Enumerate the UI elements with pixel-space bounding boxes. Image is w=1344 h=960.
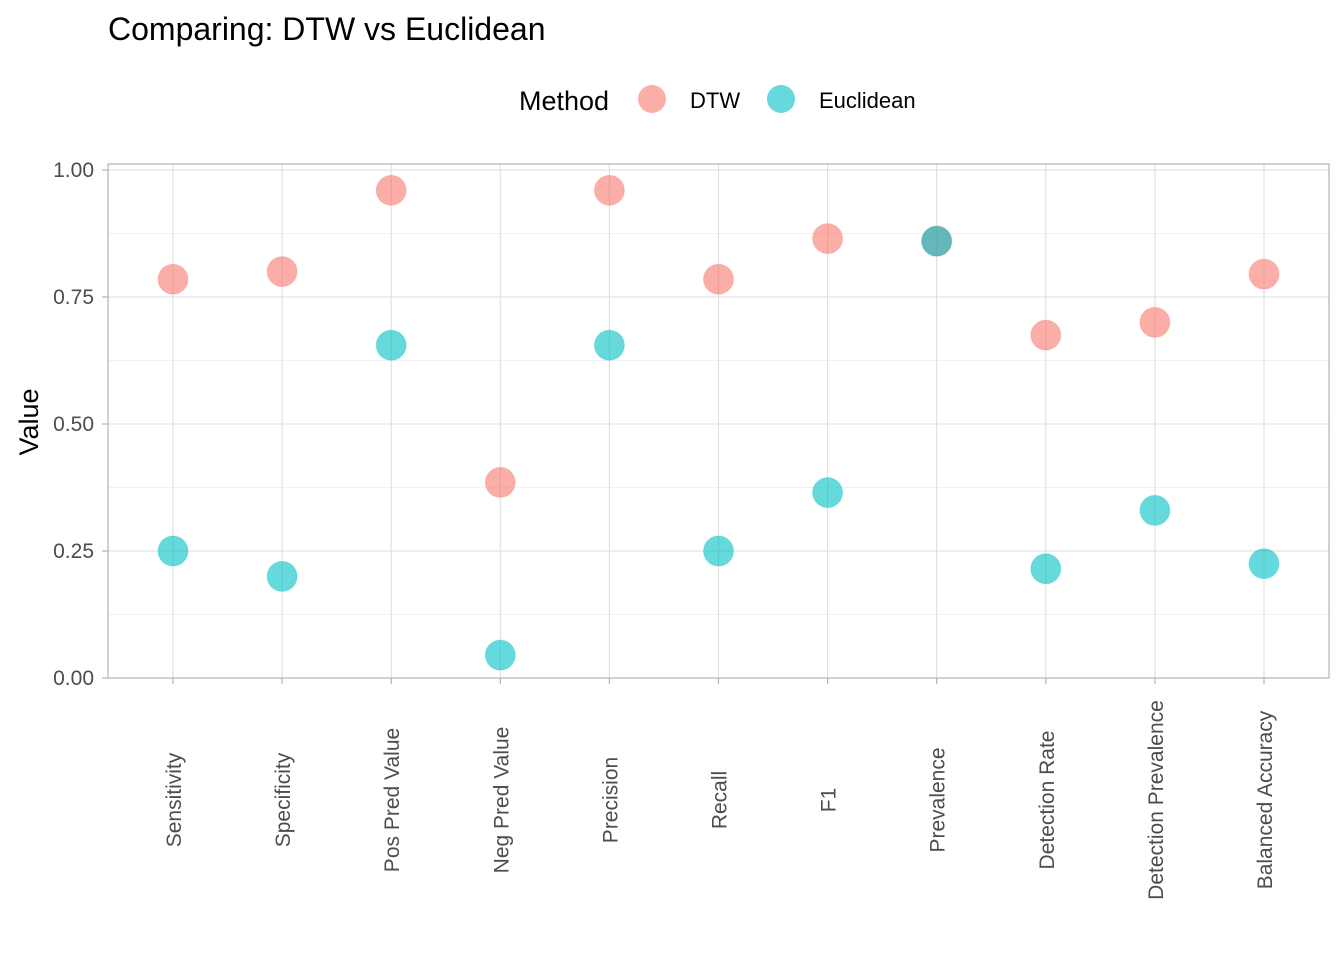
point-euclidean-specificity [266,560,298,592]
point-euclidean-recall [703,535,734,567]
x-tick-label-neg-pred-value: Neg Pred Value [490,727,513,874]
x-tick-label-detection-prevalence: Detection Prevalence [1145,700,1168,900]
y-axis-title: Value [14,388,44,455]
point-dtw-sensitivity [157,263,189,295]
point-euclidean-sensitivity [157,535,189,567]
chart-title: Comparing: DTW vs Euclidean [108,11,545,47]
point-euclidean-pos-pred-value [375,329,407,361]
point-dtw-recall [703,263,734,295]
point-euclidean-detection-prevalence [1139,494,1171,526]
point-dtw-detection-rate [1030,319,1062,351]
y-tick-label: 1.00 [53,159,94,182]
legend-label-dtw: DTW [690,88,740,113]
point-dtw-precision [593,174,625,206]
x-tick-label-balanced-accuracy: Balanced Accuracy [1254,710,1277,889]
point-dtw-balanced-accuracy [1248,258,1280,290]
y-tick-label: 0.75 [53,286,94,309]
x-tick-label-prevalence: Prevalence [927,747,950,852]
grid [108,164,1329,679]
legend-key-dtw [638,85,666,113]
y-tick-label: 0.50 [53,413,94,436]
y-axis: 0.00 0.25 0.50 0.75 1.00 [53,159,108,690]
legend: Method DTW Euclidean [519,85,916,116]
point-dtw-neg-pred-value [484,466,516,498]
y-tick-label: 0.00 [53,667,94,690]
x-tick-label-pos-pred-value: Pos Pred Value [381,728,404,872]
point-dtw-pos-pred-value [375,174,407,206]
point-euclidean-prevalence [921,225,953,257]
point-euclidean-f1 [812,477,844,509]
x-axis: Sensitivity Specificity Pos Pred Value Neg … [163,678,1277,900]
x-tick-label-detection-rate: Detection Rate [1036,731,1059,870]
y-tick-label: 0.25 [53,540,94,563]
x-tick-label-f1: F1 [818,788,841,813]
point-euclidean-precision [593,329,625,361]
point-dtw-detection-prevalence [1139,306,1171,338]
x-tick-label-precision: Precision [599,757,622,843]
x-tick-label-specificity: Specificity [272,752,295,847]
point-dtw-f1 [812,223,844,255]
legend-title: Method [519,86,609,116]
legend-key-euclidean [767,85,795,113]
legend-label-euclidean: Euclidean [819,88,916,113]
x-tick-label-sensitivity: Sensitivity [163,752,186,847]
point-dtw-specificity [266,256,298,288]
x-tick-label-recall: Recall [709,771,732,829]
point-euclidean-neg-pred-value [484,639,516,671]
point-euclidean-balanced-accuracy [1248,548,1280,580]
data-points [157,174,1280,671]
point-euclidean-detection-rate [1030,553,1062,585]
